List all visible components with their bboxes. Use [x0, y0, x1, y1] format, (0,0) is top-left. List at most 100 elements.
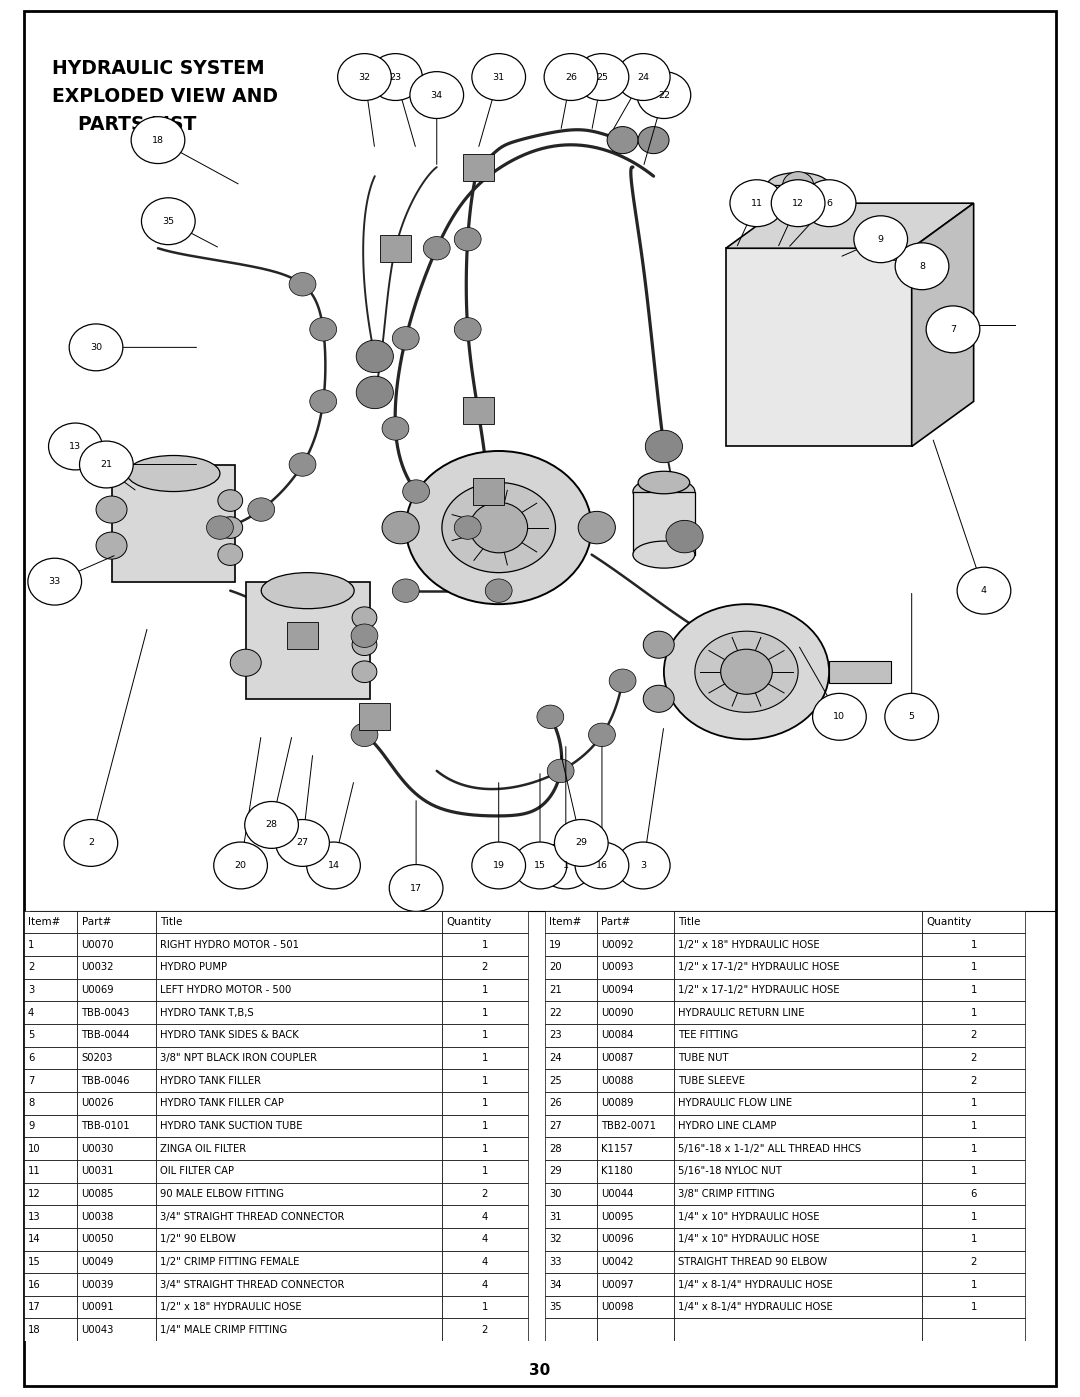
- Text: U0093: U0093: [600, 963, 633, 972]
- FancyBboxPatch shape: [674, 1228, 922, 1250]
- Text: U0039: U0039: [82, 1280, 114, 1289]
- Text: U0070: U0070: [82, 940, 114, 950]
- Text: 2: 2: [87, 838, 94, 848]
- Circle shape: [69, 324, 123, 370]
- FancyBboxPatch shape: [922, 1296, 1025, 1319]
- FancyBboxPatch shape: [24, 979, 78, 1002]
- FancyBboxPatch shape: [597, 933, 674, 956]
- FancyBboxPatch shape: [156, 1092, 442, 1115]
- FancyBboxPatch shape: [674, 1183, 922, 1206]
- Text: U0091: U0091: [82, 1302, 114, 1312]
- Text: 4: 4: [482, 1234, 488, 1245]
- Text: Item#: Item#: [550, 918, 582, 928]
- FancyBboxPatch shape: [442, 1183, 528, 1206]
- Circle shape: [245, 802, 298, 848]
- Circle shape: [247, 497, 274, 521]
- Text: Title: Title: [160, 918, 183, 928]
- Text: 1: 1: [971, 963, 976, 972]
- Text: 25: 25: [550, 1076, 562, 1085]
- Text: 1: 1: [482, 1053, 488, 1063]
- FancyBboxPatch shape: [674, 956, 922, 979]
- FancyBboxPatch shape: [442, 1273, 528, 1296]
- Text: Item#: Item#: [28, 918, 60, 928]
- FancyBboxPatch shape: [597, 911, 674, 933]
- FancyBboxPatch shape: [78, 1024, 156, 1046]
- FancyBboxPatch shape: [597, 1137, 674, 1160]
- Circle shape: [96, 496, 127, 522]
- FancyBboxPatch shape: [442, 1024, 528, 1046]
- Text: U0094: U0094: [600, 985, 633, 995]
- Text: 1: 1: [563, 861, 569, 870]
- FancyBboxPatch shape: [442, 1319, 528, 1341]
- Circle shape: [607, 127, 638, 154]
- Text: 10: 10: [28, 1144, 41, 1154]
- Text: TBB2-0071: TBB2-0071: [600, 1120, 656, 1132]
- FancyBboxPatch shape: [156, 979, 442, 1002]
- FancyBboxPatch shape: [24, 1319, 78, 1341]
- FancyBboxPatch shape: [674, 1206, 922, 1228]
- FancyBboxPatch shape: [24, 1069, 78, 1092]
- Text: 1/2" 90 ELBOW: 1/2" 90 ELBOW: [160, 1234, 235, 1245]
- Text: 30: 30: [550, 1189, 562, 1199]
- FancyBboxPatch shape: [156, 1069, 442, 1092]
- Text: HYDRAULIC FLOW LINE: HYDRAULIC FLOW LINE: [678, 1098, 793, 1108]
- Text: 14: 14: [28, 1234, 41, 1245]
- Polygon shape: [772, 186, 824, 208]
- Circle shape: [389, 865, 443, 911]
- Text: Quantity: Quantity: [927, 918, 971, 928]
- Text: U0032: U0032: [82, 963, 114, 972]
- FancyBboxPatch shape: [24, 1115, 78, 1137]
- Circle shape: [609, 669, 636, 693]
- Circle shape: [368, 53, 422, 101]
- FancyBboxPatch shape: [922, 1206, 1025, 1228]
- Circle shape: [537, 705, 564, 728]
- FancyBboxPatch shape: [597, 1115, 674, 1137]
- Text: 16: 16: [596, 861, 608, 870]
- Circle shape: [310, 390, 337, 414]
- Text: 4: 4: [28, 1007, 35, 1018]
- Text: 1: 1: [28, 940, 35, 950]
- FancyBboxPatch shape: [78, 1069, 156, 1092]
- Text: 1: 1: [482, 1120, 488, 1132]
- FancyBboxPatch shape: [597, 1046, 674, 1069]
- FancyBboxPatch shape: [597, 1273, 674, 1296]
- Text: 17: 17: [410, 883, 422, 893]
- Circle shape: [513, 842, 567, 888]
- Text: 34: 34: [550, 1280, 562, 1289]
- Text: 5: 5: [28, 1031, 35, 1041]
- FancyBboxPatch shape: [156, 1296, 442, 1319]
- Text: 23: 23: [550, 1031, 562, 1041]
- FancyBboxPatch shape: [545, 1069, 597, 1092]
- Text: Part#: Part#: [600, 918, 631, 928]
- FancyBboxPatch shape: [674, 979, 922, 1002]
- Text: 18: 18: [28, 1324, 41, 1334]
- FancyBboxPatch shape: [545, 1183, 597, 1206]
- Text: 1: 1: [482, 1076, 488, 1085]
- FancyBboxPatch shape: [922, 1115, 1025, 1137]
- FancyBboxPatch shape: [674, 933, 922, 956]
- FancyBboxPatch shape: [442, 933, 528, 956]
- FancyBboxPatch shape: [674, 1296, 922, 1319]
- Polygon shape: [633, 492, 694, 555]
- Circle shape: [957, 567, 1011, 615]
- FancyBboxPatch shape: [674, 1137, 922, 1160]
- Text: 31: 31: [550, 1211, 562, 1221]
- Text: U0069: U0069: [82, 985, 114, 995]
- FancyBboxPatch shape: [156, 911, 442, 933]
- FancyBboxPatch shape: [545, 1319, 597, 1341]
- FancyBboxPatch shape: [829, 661, 891, 683]
- Text: TBB-0046: TBB-0046: [82, 1076, 130, 1085]
- Circle shape: [464, 398, 491, 422]
- FancyBboxPatch shape: [24, 1046, 78, 1069]
- FancyBboxPatch shape: [442, 956, 528, 979]
- Text: HYDRO TANK FILLER CAP: HYDRO TANK FILLER CAP: [160, 1098, 284, 1108]
- FancyBboxPatch shape: [442, 1160, 528, 1183]
- FancyBboxPatch shape: [156, 1206, 442, 1228]
- Text: U0050: U0050: [82, 1234, 114, 1245]
- FancyBboxPatch shape: [922, 933, 1025, 956]
- FancyBboxPatch shape: [922, 911, 1025, 933]
- Text: U0084: U0084: [600, 1031, 633, 1041]
- FancyBboxPatch shape: [24, 933, 78, 956]
- FancyBboxPatch shape: [156, 1183, 442, 1206]
- FancyBboxPatch shape: [78, 1206, 156, 1228]
